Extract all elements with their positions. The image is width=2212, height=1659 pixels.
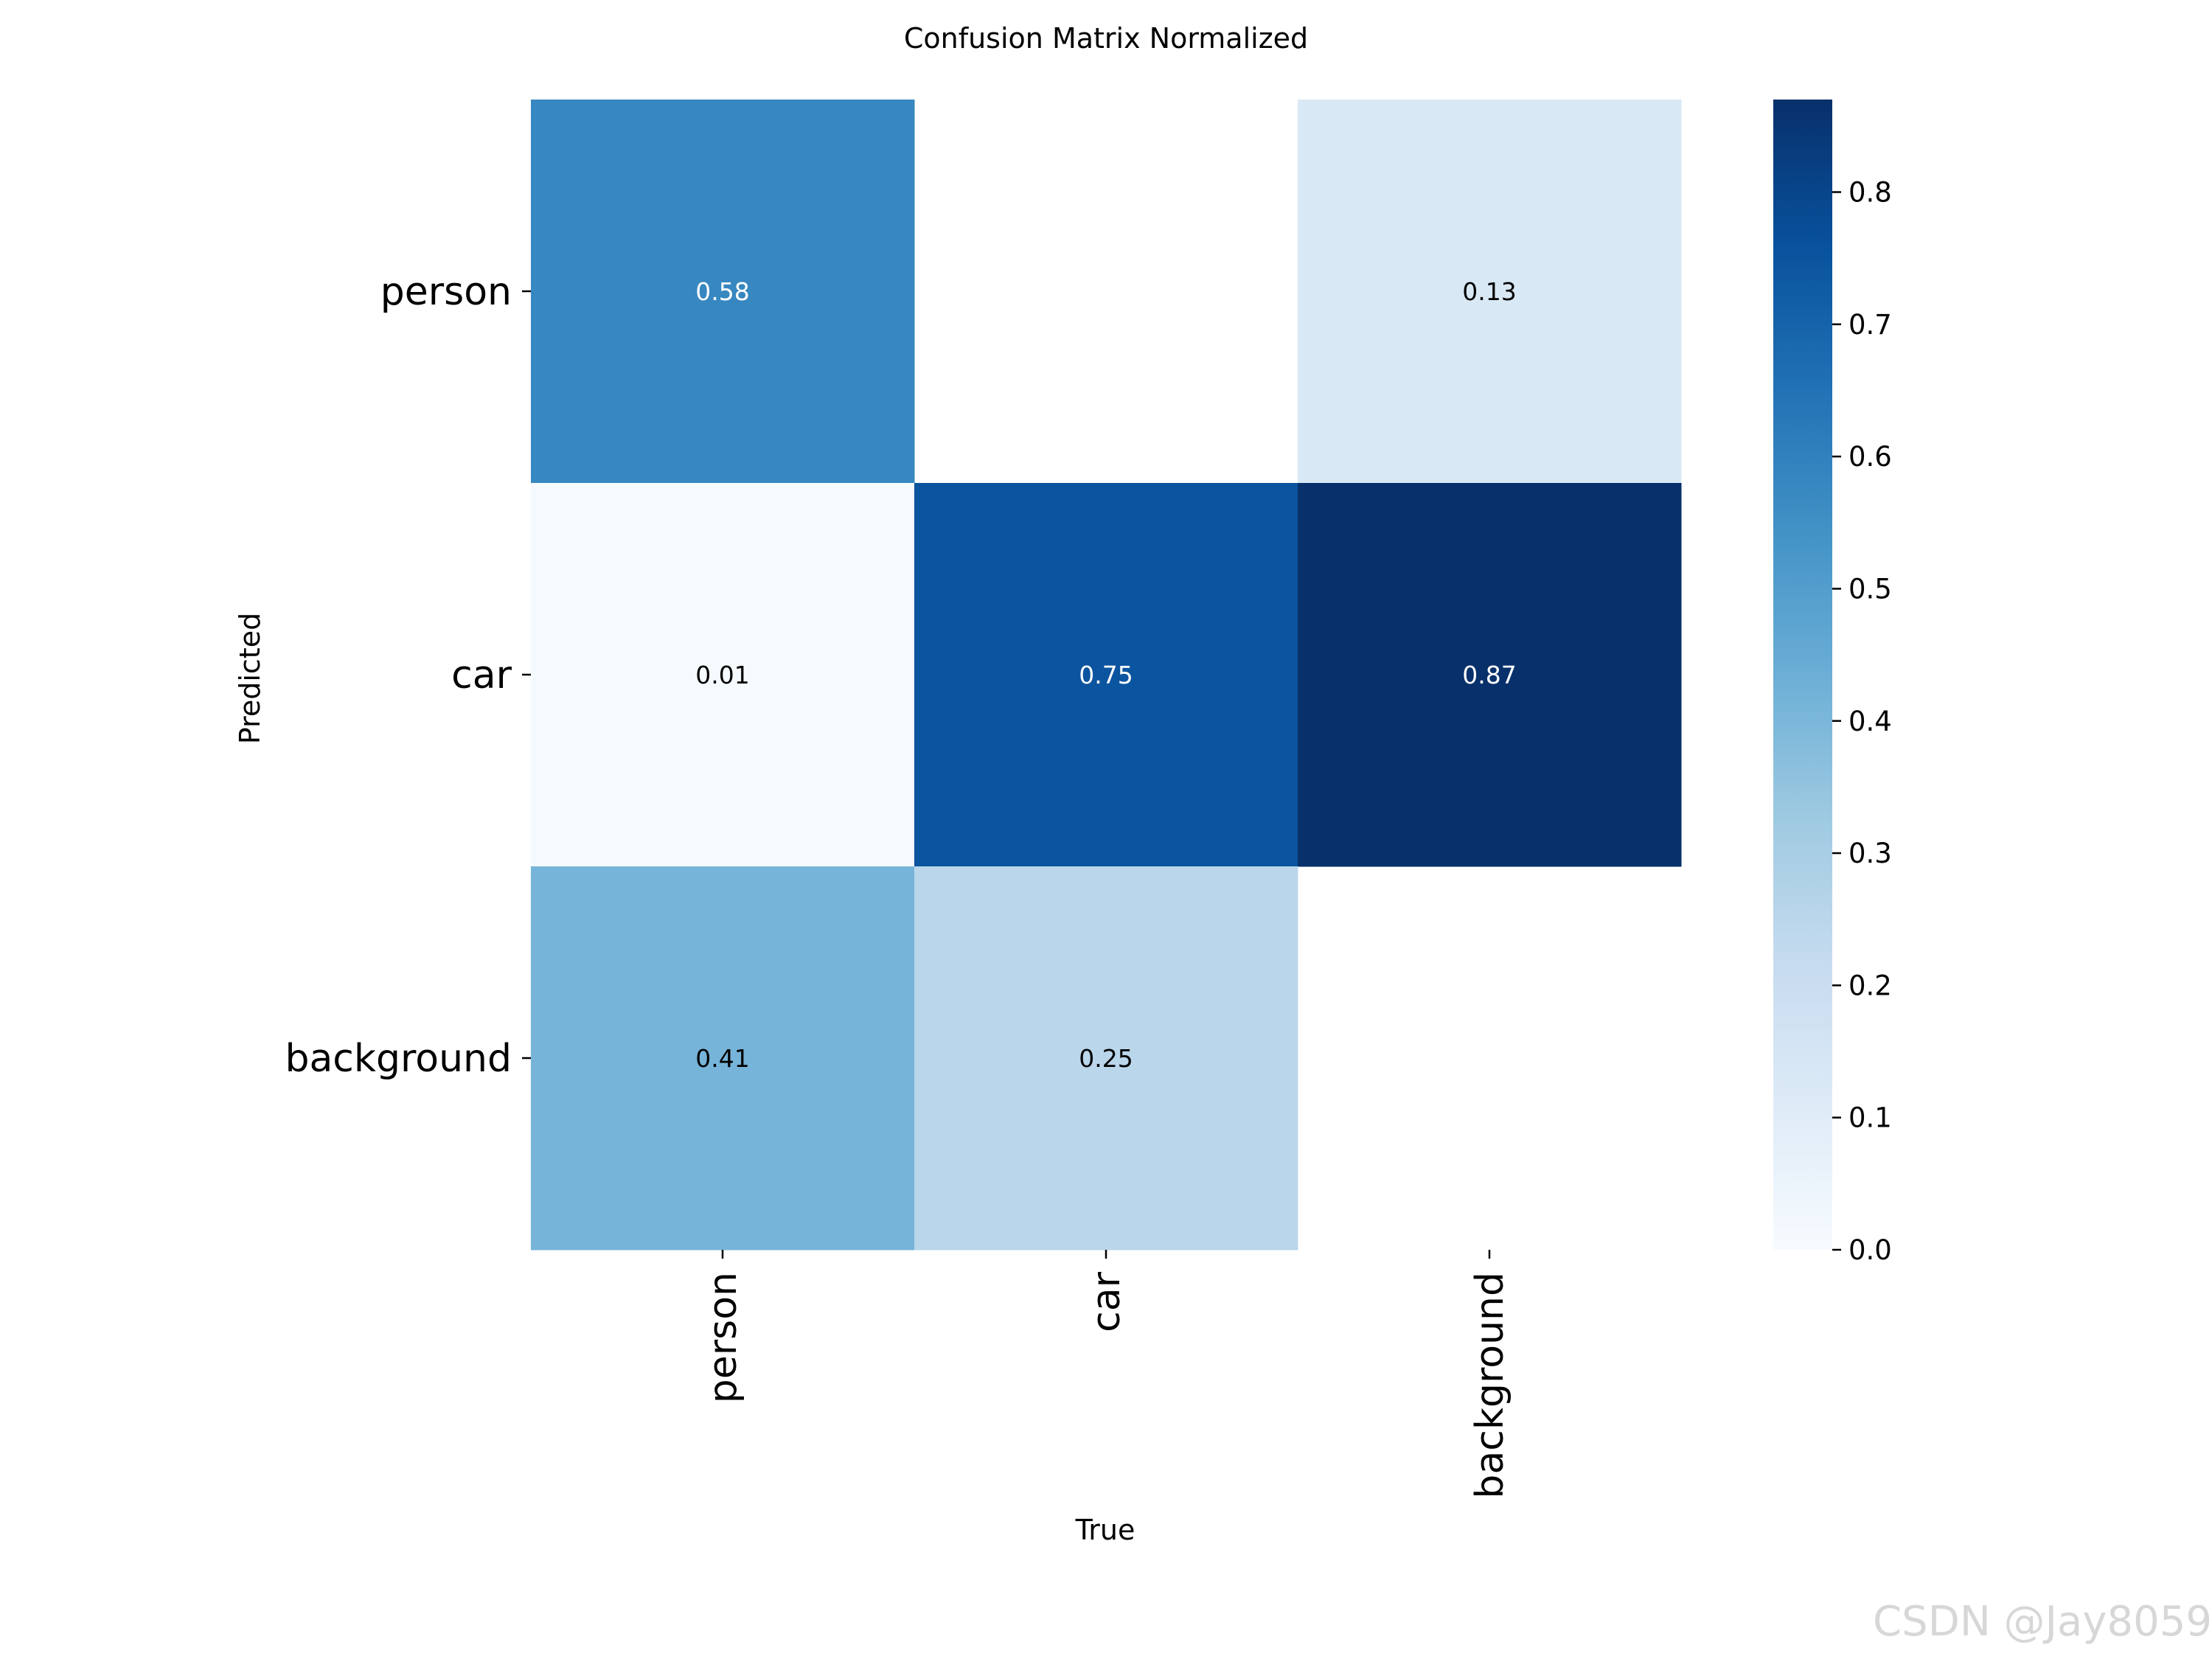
colorbar-tick-label: 0.5: [1848, 573, 1892, 605]
x-tick-label-person: person: [701, 1272, 745, 1403]
x-tick-label-background: background: [1468, 1272, 1512, 1499]
watermark-text: CSDN @Jay8059: [1873, 1598, 2212, 1646]
colorbar-tick-label: 0.7: [1848, 309, 1892, 341]
heatmap-cells: [531, 100, 1682, 1251]
x-axis-label: True: [1075, 1514, 1135, 1546]
heatmap-cell-background-person: [531, 866, 915, 1251]
colorbar-tick-label: 0.4: [1848, 706, 1892, 737]
heatmap-cell-labels: 0.58 0.13 0.01 0.75 0.87 0.41 0.25: [695, 277, 1516, 1073]
heatmap-cell-car-car: [914, 483, 1298, 867]
cell-value-label: 0.25: [1079, 1044, 1133, 1073]
heatmap-cell-car-person: [531, 483, 915, 867]
colorbar-tick-label: 0.1: [1848, 1102, 1892, 1134]
colorbar: [1773, 100, 1832, 1250]
colorbar-tick-label: 0.2: [1848, 970, 1892, 1001]
cell-value-label: 0.75: [1079, 661, 1133, 689]
heatmap-cell-background-car: [914, 866, 1298, 1251]
colorbar-tick-label: 0.8: [1848, 177, 1892, 209]
y-tick-label-person: person: [380, 270, 512, 314]
colorbar-tick-label: 0.3: [1848, 838, 1892, 869]
heatmap-cell-car-background: [1298, 483, 1682, 867]
y-tick-label-car: car: [451, 653, 512, 698]
cell-value-label: 0.01: [695, 661, 749, 689]
x-tick-label-car: car: [1085, 1271, 1129, 1332]
x-axis-ticks: person car background: [701, 1250, 1512, 1499]
chart-title: Confusion Matrix Normalized: [904, 22, 1308, 55]
colorbar-tick-label: 0.0: [1848, 1234, 1892, 1266]
heatmap-cell-person-background: [1298, 100, 1682, 484]
y-tick-label-background: background: [285, 1037, 512, 1081]
colorbar-ticks: 0.0 0.1 0.2 0.3 0.4 0.5 0.6 0.7 0.8: [1832, 177, 1892, 1266]
y-axis-ticks: person car background: [285, 270, 531, 1081]
cell-value-label: 0.13: [1462, 277, 1516, 306]
colorbar-tick-label: 0.6: [1848, 441, 1892, 473]
cell-value-label: 0.41: [695, 1044, 749, 1073]
heatmap-cell-person-person: [531, 100, 915, 484]
cell-value-label: 0.58: [695, 277, 749, 306]
y-axis-label: Predicted: [234, 613, 266, 744]
cell-value-label: 0.87: [1462, 661, 1516, 689]
